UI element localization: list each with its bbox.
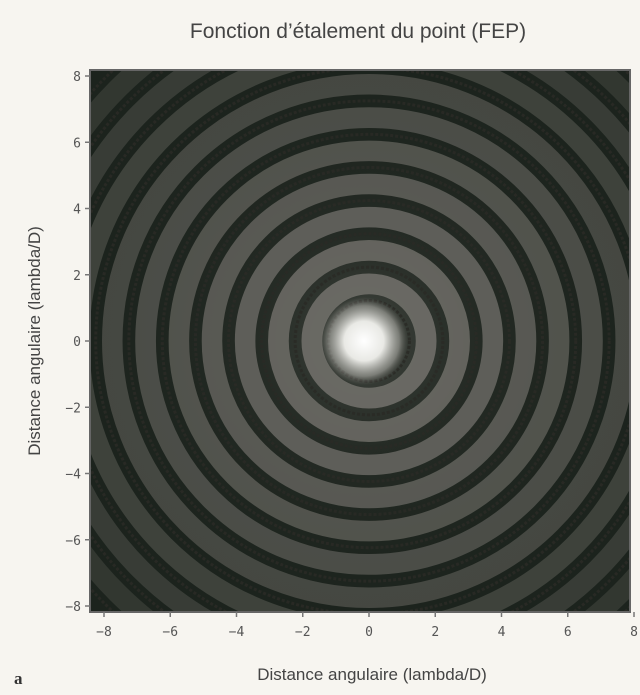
bright-ring xyxy=(135,107,603,575)
y-tick-label: 6 xyxy=(73,136,81,151)
y-tick-label: −6 xyxy=(65,534,81,549)
y-tick-label: −8 xyxy=(65,600,81,615)
dark-ring xyxy=(227,199,511,483)
bright-ring xyxy=(268,240,470,442)
x-tick-label: 6 xyxy=(564,625,572,640)
y-tick-label: −2 xyxy=(65,401,81,416)
dark-ring xyxy=(260,232,478,450)
x-tick-label: 8 xyxy=(630,625,638,640)
x-tick-label: −8 xyxy=(96,625,112,640)
y-tick-label: 0 xyxy=(73,335,81,350)
x-tick-label: 2 xyxy=(431,625,439,640)
y-tick-label: 4 xyxy=(73,203,81,218)
tick-layer: −8 −6 −4 −2 0 2 4 6 8 −8 −6 −4 −2 0 2 4 6 8 xyxy=(65,70,638,640)
y-tick-label: −4 xyxy=(65,468,81,483)
y-axis-label: Distance angulaire (lambda/D) xyxy=(25,226,44,456)
dark-ring xyxy=(293,265,445,417)
chart-title: Fonction d’étalement du point (FEP) xyxy=(190,20,526,43)
x-tick-label: −2 xyxy=(295,625,311,640)
bright-ring xyxy=(234,206,504,476)
bright-ring xyxy=(301,273,437,409)
x-tick-label: −6 xyxy=(162,625,178,640)
bright-ring xyxy=(102,74,630,608)
dark-ring xyxy=(160,132,578,550)
central-peak xyxy=(320,297,408,385)
panel-label: a xyxy=(14,669,23,688)
dark-ring xyxy=(127,99,611,583)
bright-ring xyxy=(168,140,570,542)
y-tick-label: 2 xyxy=(73,269,81,284)
x-tick-label: 0 xyxy=(365,625,373,640)
x-tick-label: −4 xyxy=(229,625,245,640)
y-tick-label: 8 xyxy=(73,70,81,85)
dark-ring xyxy=(193,165,545,517)
bright-ring xyxy=(201,173,537,509)
x-tick-label: 4 xyxy=(498,625,506,640)
x-axis-label: Distance angulaire (lambda/D) xyxy=(257,665,487,684)
